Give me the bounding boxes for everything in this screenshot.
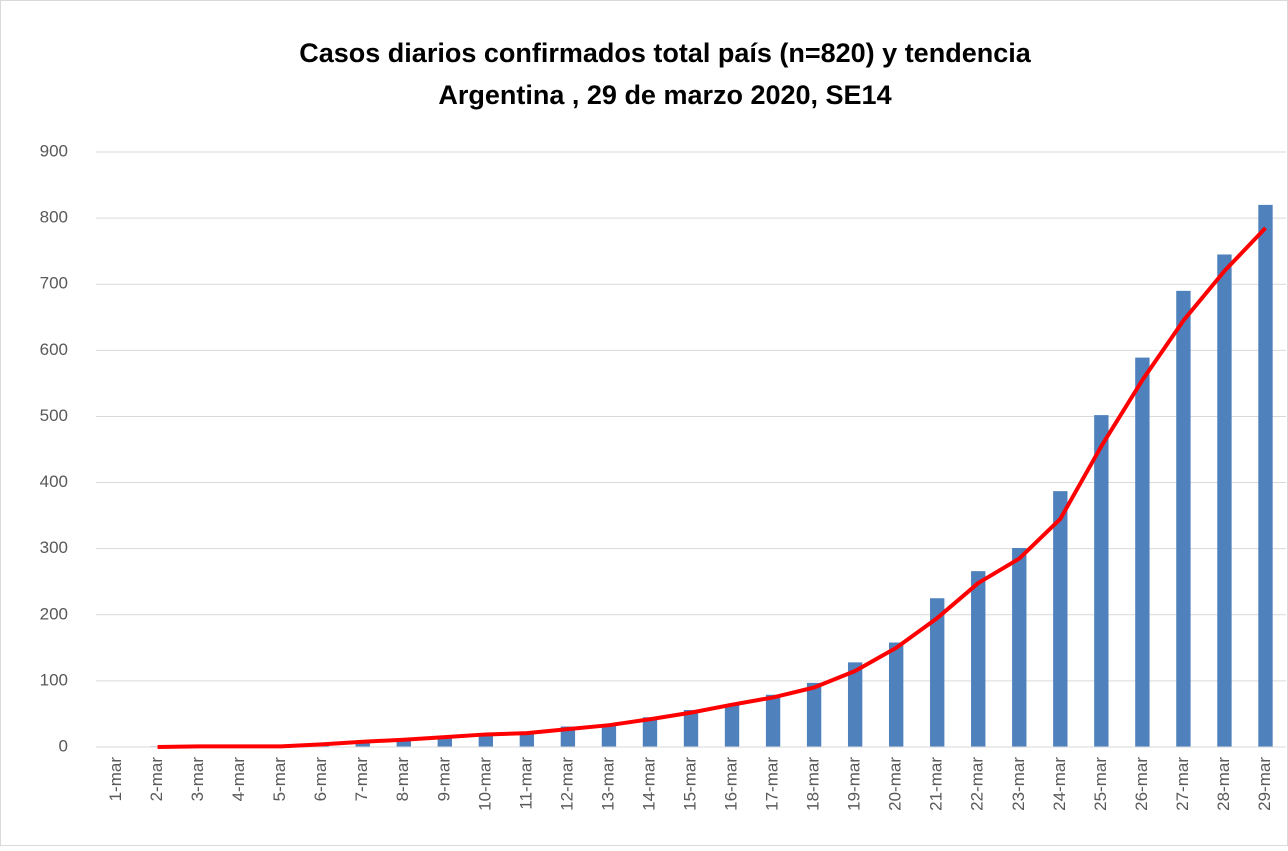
bar [1217,254,1232,747]
y-tick-label: 800 [40,208,68,227]
x-tick-label: 13-mar [598,757,617,811]
bar [437,735,452,747]
bar [519,733,535,747]
bar [930,598,945,747]
y-tick-label: 700 [40,274,68,293]
x-tick-label: 9-mar [434,757,453,802]
y-tick-label: 200 [40,604,68,623]
trend-line [157,226,1267,749]
bar [683,709,699,747]
y-tick-label: 500 [40,406,68,425]
x-tick-label: 11-mar [516,757,535,810]
x-tick-label: 19-mar [845,757,864,811]
bar [1258,204,1273,747]
y-tick-label: 900 [40,141,68,160]
bar [1176,290,1191,747]
x-tick-label: 7-mar [352,757,371,802]
bar [1135,357,1150,747]
x-tick-label: 14-mar [639,757,658,811]
bar [601,724,617,747]
x-tick-label: 6-mar [311,757,330,802]
x-tick-label: 29-mar [1255,757,1274,811]
x-tick-label: 2-mar [147,757,166,802]
chart-title: Casos diarios confirmados total país (n=… [299,38,1031,68]
bar [1094,415,1109,747]
bar [560,726,576,747]
bar [971,571,986,747]
x-tick-label: 4-mar [229,757,248,802]
bar [888,642,904,747]
x-tick-label: 20-mar [886,757,905,811]
x-tick-label: 26-mar [1132,757,1151,811]
bar [847,662,863,747]
chart-subtitle: Argentina , 29 de marzo 2020, SE14 [438,80,891,110]
bar [1012,548,1027,747]
x-tick-label: 18-mar [804,757,823,811]
x-tick-label: 24-mar [1050,757,1069,811]
y-tick-label: 300 [40,538,68,557]
y-tick-label: 100 [40,670,68,689]
bar [806,682,822,747]
x-tick-label: 23-mar [1009,757,1028,811]
x-tick-label: 17-mar [763,757,782,811]
bar [1053,491,1068,747]
bar [765,694,781,747]
bar [355,741,370,747]
x-tick-label: 25-mar [1091,757,1110,811]
x-tick-label: 1-mar [106,757,125,802]
x-tick-label: 3-mar [188,757,207,802]
bar [724,704,740,747]
x-tick-label: 27-mar [1173,757,1192,811]
x-tick-label: 8-mar [393,757,412,802]
x-tick-label: 28-mar [1214,757,1233,811]
x-tick-label: 21-mar [927,757,946,811]
x-tick-label: 12-mar [557,757,576,811]
x-tick-label: 15-mar [680,757,699,811]
bar [396,739,411,747]
x-tick-label: 5-mar [270,757,289,802]
y-tick-label: 0 [59,736,68,755]
y-tick-label: 600 [40,340,68,359]
x-tick-label: 22-mar [968,757,987,811]
x-tick-label: 16-mar [722,757,741,811]
y-tick-label: 400 [40,472,68,491]
bar [478,734,494,747]
x-tick-label: 10-mar [475,757,494,811]
bar [642,717,658,747]
